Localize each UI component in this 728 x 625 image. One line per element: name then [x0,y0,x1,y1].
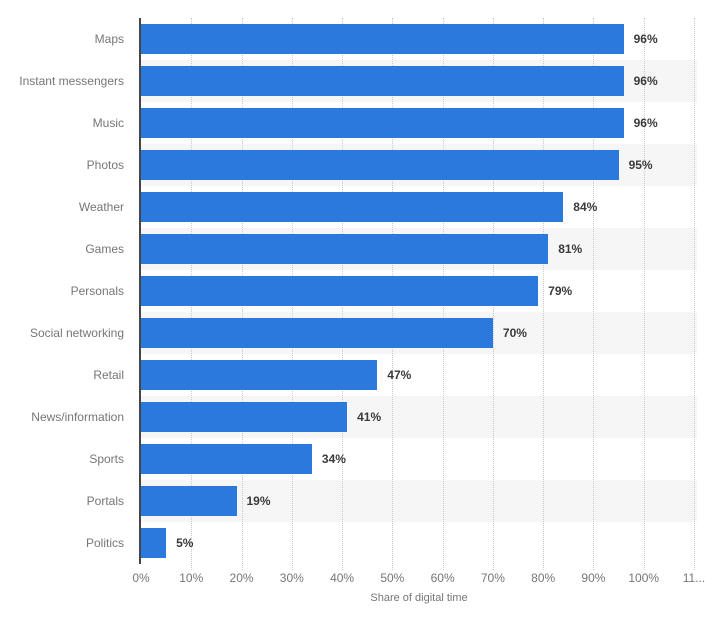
x-tick-label: 40% [330,571,355,585]
x-tick-label: 11... [682,571,706,585]
bar-news-information[interactable] [141,402,348,432]
gridline [543,18,545,570]
category-label: Portals [86,494,124,508]
bar-social-networking[interactable] [141,318,493,348]
bar-value-label: 96% [633,32,658,46]
category-label: Weather [78,200,124,214]
x-tick-label: 50% [380,571,405,585]
bar-sports[interactable] [141,444,312,474]
bar-value-label: 70% [502,326,527,340]
bar-politics[interactable] [141,528,167,558]
category-label: Instant messengers [19,74,124,88]
bar-value-label: 81% [558,242,583,256]
x-tick-label: 90% [581,571,606,585]
bar-value-label: 95% [628,158,653,172]
category-axis: Maps Instant messengers Music Photos Weather… [0,18,133,564]
category-label: Politics [85,536,124,550]
bar-value-label: 41% [357,410,382,424]
x-tick-label: 10% [179,571,204,585]
category-label: Sports [89,452,124,466]
bar-retail[interactable] [141,360,378,390]
x-tick-label: 0% [132,571,150,585]
gridline [643,18,645,570]
bar-photos[interactable] [141,150,619,180]
row-band [141,522,697,564]
gridline [693,18,695,570]
category-label: Retail [93,368,124,382]
bar-value-label: 5% [176,536,194,550]
category-label: Games [85,242,124,256]
category-label: Maps [94,32,124,46]
x-axis-ticks: 0% 10% 20% 30% 40% 50% 60% 70% 80% 90% 100% 11... [132,571,705,587]
bar-value-label: 96% [633,74,658,88]
x-tick-label: 20% [229,571,254,585]
bar-value-label: 19% [246,494,271,508]
bar-value-label: 34% [321,452,346,466]
x-tick-label: 100% [628,571,660,585]
bar-portals[interactable] [141,486,237,516]
x-axis-title: Share of digital time [370,592,468,604]
bar-personals[interactable] [141,276,539,306]
bar-instant-messengers[interactable] [141,66,624,96]
bar-value-label: 84% [573,200,598,214]
gridline [593,18,595,570]
x-tick-label: 60% [430,571,455,585]
category-label: News/information [31,410,124,424]
bar-value-label: 79% [548,284,573,298]
bar-value-label: 96% [633,116,658,130]
x-tick-label: 30% [279,571,304,585]
plot-area: 96% 96% 96% 95% 84% 81% 79% 70% 47% 41% 34% 19% 5% [141,18,697,570]
y-axis-line [139,18,141,564]
category-label: Photos [86,158,124,172]
bar-music[interactable] [141,108,624,138]
bar-maps[interactable] [141,24,624,54]
bar-games[interactable] [141,234,549,264]
category-label: Social networking [29,326,124,340]
bar-value-label: 47% [387,368,412,382]
category-label: Personals [70,284,124,298]
x-tick-label: 70% [480,571,505,585]
bar-weather[interactable] [141,192,564,222]
x-tick-label: 80% [531,571,556,585]
category-label: Music [92,116,124,130]
